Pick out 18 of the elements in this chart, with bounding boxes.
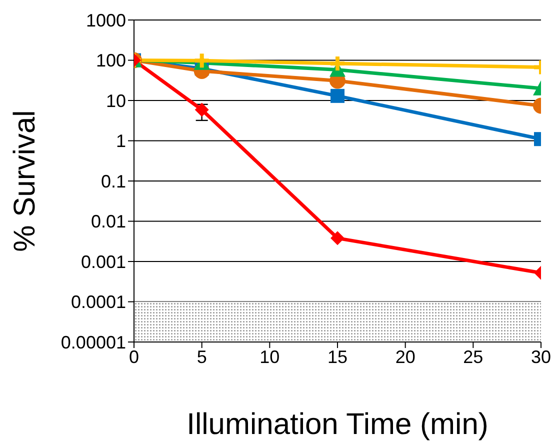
y-tick-label: 0.0001: [70, 292, 126, 312]
x-tick-label: 15: [327, 346, 348, 367]
y-tick-label: 0.01: [90, 212, 126, 232]
x-tick-label: 0: [128, 346, 140, 367]
y-tick-label: 1000: [86, 10, 126, 30]
y-tick-label: 10: [106, 90, 126, 111]
y-tick-label: 0.00001: [60, 332, 126, 352]
x-tick-label: 25: [463, 346, 484, 367]
y-tick-label: 0.001: [80, 252, 126, 272]
y-tick-label: 0.1: [100, 171, 126, 192]
x-tick-label: 5: [196, 346, 207, 367]
y-tick-label: 100: [96, 50, 126, 71]
y-tick-label: 1: [116, 131, 126, 152]
x-tick-label: 20: [395, 346, 416, 367]
x-tick-label: 30: [530, 346, 552, 367]
x-tick-label: 10: [260, 346, 280, 367]
x-axis-title: Illumination Time (min): [186, 408, 488, 441]
y-axis-title: % Survival: [8, 110, 42, 252]
